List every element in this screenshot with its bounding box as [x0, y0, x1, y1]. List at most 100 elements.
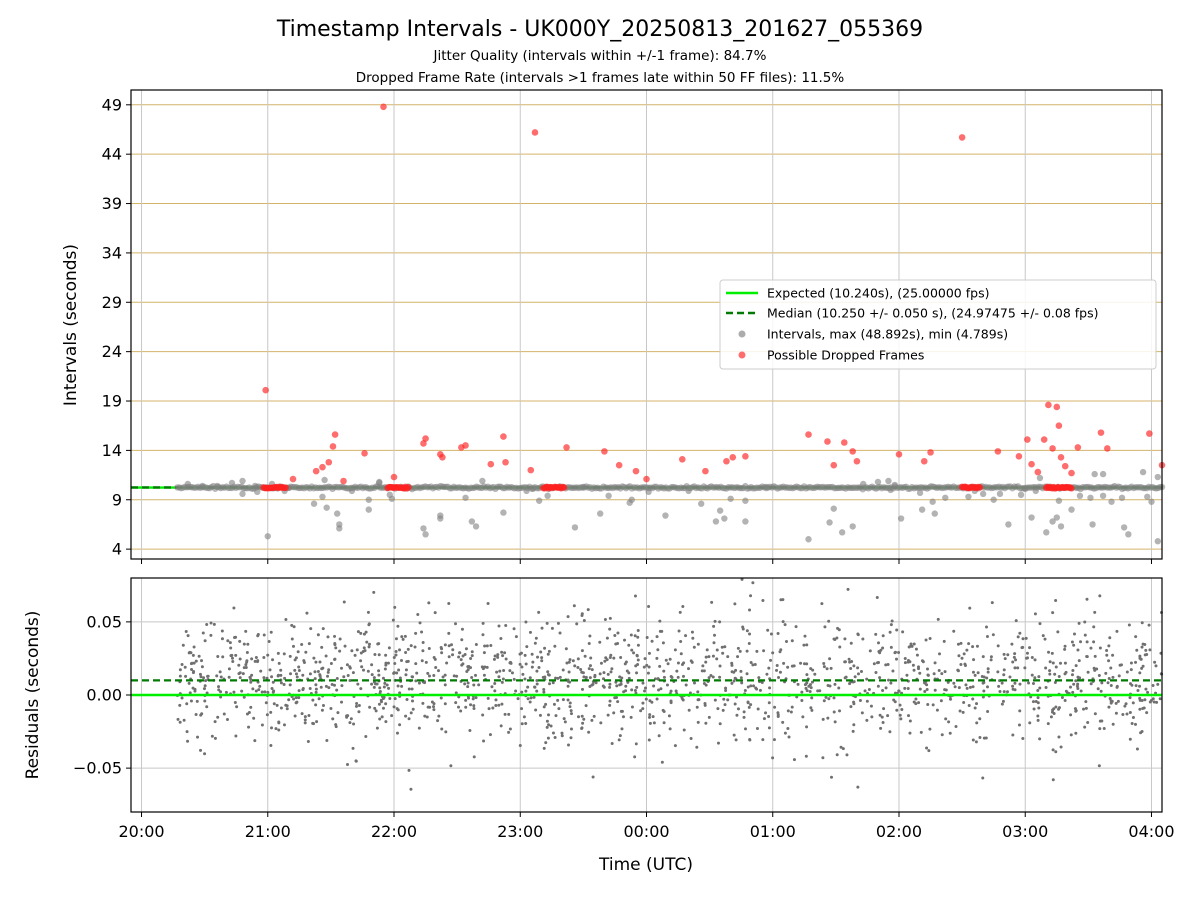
dropped-frame-point: [560, 484, 568, 491]
residual-point: [186, 739, 190, 743]
residual-point: [367, 642, 371, 646]
residual-point: [910, 644, 914, 648]
residual-point: [311, 698, 315, 702]
residual-point: [220, 629, 224, 633]
residual-point: [279, 668, 283, 672]
residual-point: [768, 686, 772, 690]
residual-point: [398, 648, 402, 652]
residual-point: [463, 653, 467, 657]
residual-point: [837, 628, 841, 632]
residual-point: [679, 640, 683, 644]
residual-point: [566, 743, 570, 747]
residual-point: [238, 639, 242, 643]
residual-point: [716, 741, 720, 745]
residual-point: [1025, 651, 1029, 655]
residual-point: [784, 640, 788, 644]
residual-point: [200, 659, 204, 663]
residual-point: [565, 661, 569, 665]
residual-point: [853, 675, 857, 679]
interval-point: [1032, 487, 1039, 495]
residual-point: [352, 722, 356, 726]
residual-point: [334, 725, 338, 729]
residual-point: [1128, 696, 1132, 700]
residual-point: [264, 701, 268, 705]
residual-point: [852, 664, 856, 668]
residual-point: [367, 645, 371, 649]
dropped-frame-point: [563, 444, 570, 451]
residual-point: [1031, 700, 1035, 704]
residual-point: [308, 686, 312, 690]
residual-point: [493, 682, 497, 686]
residual-point: [1106, 681, 1110, 685]
residual-point: [584, 675, 588, 679]
residual-point: [1006, 653, 1010, 657]
dropped-frame-point: [262, 386, 269, 394]
residual-point: [563, 720, 567, 724]
residual-point: [818, 689, 822, 693]
residual-point: [786, 727, 790, 731]
residual-point: [787, 735, 791, 739]
residual-point: [648, 715, 652, 719]
residual-point: [923, 690, 927, 694]
residual-point: [225, 717, 229, 721]
residual-point: [394, 649, 398, 653]
residual-point: [275, 703, 279, 707]
residual-point: [908, 719, 912, 723]
residual-point: [865, 718, 869, 722]
interval-point: [1125, 531, 1132, 538]
interval-point: [437, 515, 444, 522]
residual-point: [810, 696, 814, 700]
residual-point: [405, 697, 409, 701]
interval-point: [462, 494, 469, 501]
residual-point: [681, 605, 685, 609]
residual-point: [457, 705, 461, 709]
residual-point: [373, 706, 377, 710]
residual-point: [1017, 723, 1021, 727]
residual-point: [876, 684, 880, 688]
residual-point: [837, 686, 841, 690]
residual-point: [1011, 684, 1015, 688]
residual-point: [786, 709, 790, 713]
interval-point: [1148, 498, 1155, 505]
residual-point: [576, 715, 580, 719]
interval-point: [742, 497, 749, 504]
residual-point: [176, 717, 180, 721]
residual-point: [571, 659, 575, 663]
residual-point: [707, 715, 711, 719]
residual-point: [203, 699, 207, 703]
residuals-points: [175, 577, 1164, 791]
residual-point: [531, 660, 535, 664]
residual-point: [619, 709, 623, 713]
residual-point: [466, 685, 470, 689]
residual-point: [260, 690, 264, 694]
residual-point: [178, 668, 182, 672]
residual-point: [981, 655, 985, 659]
residual-point: [189, 651, 193, 655]
residual-point: [425, 715, 429, 719]
residual-point: [636, 628, 640, 632]
interval-point: [727, 495, 734, 502]
residual-point: [420, 659, 424, 663]
residual-point: [291, 644, 295, 648]
residual-point: [781, 720, 785, 724]
residual-point: [263, 690, 267, 694]
residual-point: [605, 658, 609, 662]
residual-point: [1008, 675, 1012, 679]
interval-point: [1120, 524, 1128, 531]
residual-point: [204, 679, 208, 683]
dropped-frame-point: [702, 467, 709, 475]
residual-point: [1002, 690, 1006, 694]
residual-point: [1108, 696, 1112, 700]
y-tick-label: 9: [112, 490, 122, 509]
residual-point: [697, 698, 701, 702]
residual-point: [472, 683, 476, 687]
residual-point: [1050, 710, 1054, 714]
residual-point: [427, 674, 431, 678]
residual-point: [769, 658, 773, 662]
residual-point: [875, 661, 879, 665]
residual-point: [300, 712, 304, 716]
residual-point: [184, 674, 188, 678]
residual-point: [538, 713, 542, 717]
residual-point: [289, 672, 293, 676]
residual-point: [914, 647, 918, 651]
